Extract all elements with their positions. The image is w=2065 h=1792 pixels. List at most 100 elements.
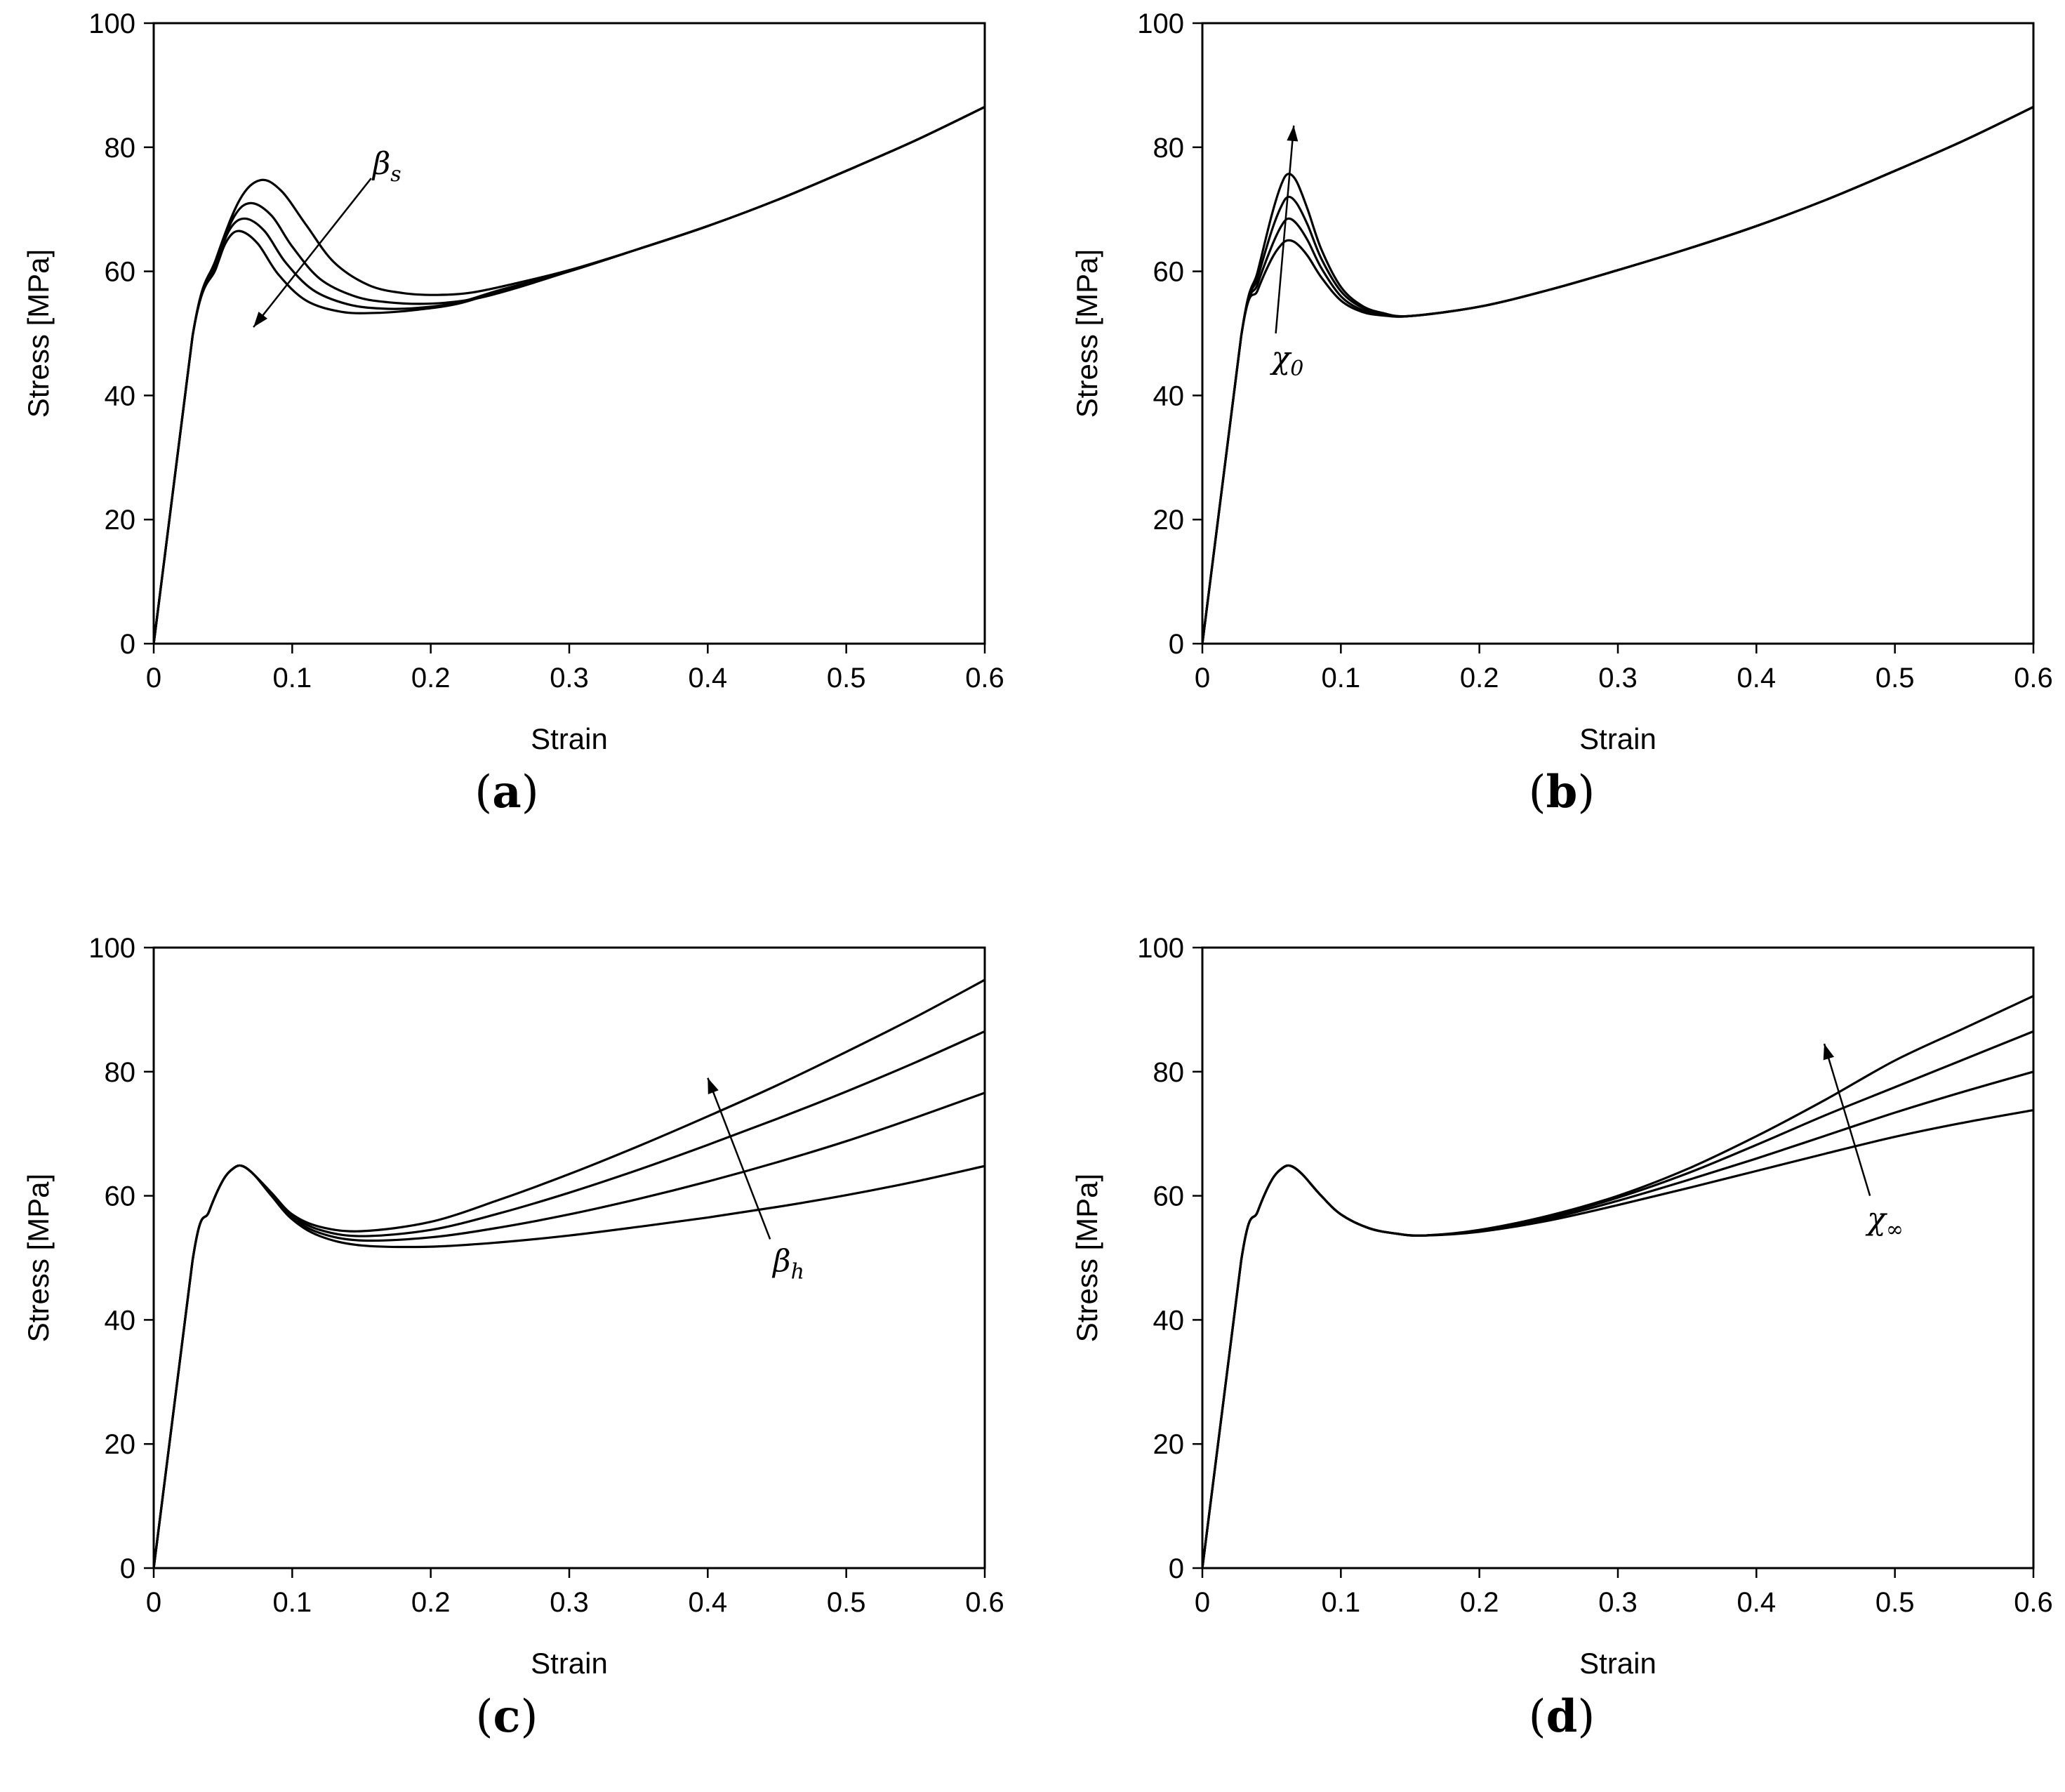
annotation-arrowhead [253,311,267,328]
panel-label: (b) [1529,766,1595,818]
y-tick-label: 0 [120,629,135,660]
y-tick-label: 40 [105,380,136,411]
y-tick-label: 40 [1153,380,1185,411]
panel-a: 0 0.1 0.2 0.3 0.4 0.5 0.6 0 20 40 60 80 100 Strain Str… [22,8,1004,818]
parameter-label: βs [371,146,401,187]
x-tick-label: 0.1 [1322,663,1361,693]
x-tick-label: 0.4 [689,1587,728,1618]
series-line [1201,105,2034,644]
y-tick-label: 80 [105,1057,136,1088]
y-tick-label: 80 [1153,1057,1185,1088]
x-tick-label: 0.4 [689,663,728,693]
y-tick-label: 60 [105,257,136,288]
series-line [1201,105,2034,644]
y-tick-label: 20 [1153,505,1185,536]
x-tick-label: 0.1 [273,663,312,693]
y-tick-label: 60 [1153,257,1185,288]
series-line [152,105,985,644]
y-tick-label: 20 [105,505,136,536]
x-tick-label: 0.6 [965,663,1004,693]
y-axis-label: Stress [MPa] [22,249,55,418]
parameter-symbol: β [371,146,390,182]
x-tick-label: 0.4 [1737,1587,1777,1618]
x-tick-label: 0.5 [1875,1587,1915,1618]
parameter-symbol: β [771,1243,790,1279]
parameter-symbol: χ [1270,340,1292,376]
series-line [152,978,985,1569]
x-tick-label: 0.5 [827,1587,866,1618]
panel-letter: d [1546,1690,1578,1743]
y-tick-label: 0 [1169,1553,1184,1584]
y-tick-label: 100 [88,8,135,39]
y-tick-label: 80 [105,133,136,164]
y-tick-label: 0 [1169,629,1184,660]
x-tick-label: 0.2 [1460,663,1499,693]
plot-frame [152,946,986,1569]
parameter-subscript: s [390,162,401,187]
series-line [152,105,985,644]
parameter-symbol: χ [1865,1202,1887,1237]
y-tick-label: 0 [120,1553,135,1584]
x-tick-label: 0.5 [1875,663,1915,693]
x-axis-label: Strain [1579,722,1656,755]
x-tick-label: 0 [1195,1587,1210,1618]
x-tick-label: 0.3 [1598,1587,1638,1618]
y-axis-label: Stress [MPa] [22,1174,55,1342]
y-tick-label: 80 [1153,133,1185,164]
x-tick-label: 0.6 [965,1587,1004,1618]
panel-label: (d) [1529,1690,1595,1743]
y-tick-label: 40 [1153,1305,1185,1336]
x-tick-label: 0.2 [1460,1587,1499,1618]
x-tick-label: 0.2 [411,663,451,693]
x-tick-label: 0.2 [411,1587,451,1618]
panel-letter: b [1546,766,1578,818]
x-axis-label: Strain [531,1647,608,1680]
x-tick-label: 0.3 [550,663,589,693]
x-tick-label: 0 [146,663,161,693]
plot-frame [1201,22,2035,645]
series-line [1201,1109,2034,1569]
series-line [1201,105,2034,644]
panel-d: 0 0.1 0.2 0.3 0.4 0.5 0.6 0 20 40 60 80 100 Strain Str… [1070,933,2053,1743]
series-line [1201,105,2034,644]
y-tick-label: 20 [1153,1429,1185,1460]
plot-frame [152,22,986,645]
annotation-arrowhead [1823,1044,1835,1061]
series-line [1201,1070,2034,1569]
y-axis-label: Stress [MPa] [1070,249,1103,418]
plot-frame [1201,946,2035,1569]
x-tick-label: 0.3 [550,1587,589,1618]
annotation-arrow [253,178,372,328]
series-line [152,1091,985,1569]
y-tick-label: 20 [105,1429,136,1460]
x-tick-label: 0.6 [2014,1587,2053,1618]
x-axis-label: Strain [531,722,608,755]
panel-label: (c) [476,1690,538,1743]
parameter-label: χ0 [1270,340,1304,381]
x-tick-label: 0 [146,1587,161,1618]
annotation-arrow [707,1077,771,1240]
panel-letter: c [493,1690,521,1743]
x-tick-label: 0.4 [1737,663,1777,693]
x-tick-label: 0.6 [2014,663,2053,693]
annotation-arrow [1275,125,1295,334]
series-line [152,1164,985,1569]
y-tick-label: 40 [105,1305,136,1336]
x-tick-label: 0.5 [827,663,866,693]
x-tick-label: 0.1 [1322,1587,1361,1618]
parameter-subscript: h [791,1259,804,1284]
y-tick-label: 100 [1137,8,1184,39]
panel-letter: a [492,766,521,818]
x-axis-label: Strain [1579,1647,1656,1680]
x-tick-label: 0.1 [273,1587,312,1618]
panel-b: 0 0.1 0.2 0.3 0.4 0.5 0.6 0 20 40 60 80 100 Strain Str… [1070,8,2053,818]
parameter-subscript: ∞ [1886,1218,1904,1242]
parameter-label: βh [771,1243,804,1284]
annotation-arrow [1823,1043,1871,1196]
series-line [152,1030,985,1569]
x-tick-label: 0.3 [1598,663,1638,693]
y-tick-label: 100 [1137,933,1184,964]
series-line [1201,1030,2034,1569]
panel-c: 0 0.1 0.2 0.3 0.4 0.5 0.6 0 20 40 60 80 100 Strain Str… [22,933,1004,1743]
